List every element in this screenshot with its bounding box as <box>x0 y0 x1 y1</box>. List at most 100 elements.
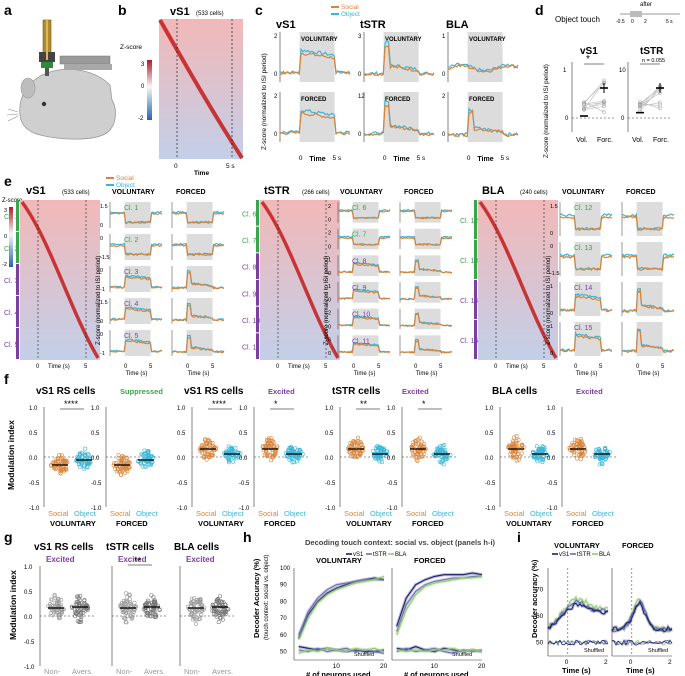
g-dot-nonavers <box>195 617 200 622</box>
f-xlabel-social: Social <box>110 509 131 518</box>
i-shuffled-line <box>547 639 609 646</box>
b-diagonal <box>158 19 244 160</box>
g-dot-nonavers <box>189 600 194 605</box>
f-dot-social <box>264 452 269 457</box>
g-dot-nonavers <box>199 613 204 618</box>
g-dot-avers <box>79 613 84 618</box>
f-dot-object <box>436 449 441 454</box>
e-cluster-label: Cl. 7 <box>352 232 367 239</box>
e-cluster-bar <box>474 200 477 239</box>
e-trace-xtick: 0 <box>636 364 640 370</box>
f-dot-object <box>136 458 141 463</box>
g-dot-nonavers <box>130 610 135 615</box>
h-shuffled: Shuffled <box>452 652 472 658</box>
f-xlabel-object: Object <box>592 509 615 518</box>
h-series-line <box>396 575 482 632</box>
f-cond-label: FORCED <box>572 519 604 528</box>
e-tick: 5 <box>324 364 328 370</box>
h-panel-title: FORCED <box>414 556 446 565</box>
d-ytick: 10 <box>619 68 626 74</box>
f-dot-social <box>415 458 420 463</box>
f-group-title: vS1 RS cells <box>36 386 96 397</box>
c-legend-object: Object <box>341 11 360 18</box>
f-dot-social <box>64 458 69 463</box>
c-trace-object <box>447 62 519 72</box>
c-xtick: 0 <box>383 155 387 162</box>
f-dot-object <box>83 446 88 451</box>
f-sig: * <box>274 399 278 409</box>
f-ytick: 0.5 <box>239 431 248 437</box>
g-dot-nonavers <box>132 600 137 605</box>
d-tstr-title: tSTR <box>640 46 664 57</box>
e-ytick: 6 <box>328 337 331 343</box>
f-dot-social <box>268 440 273 445</box>
c-ytick: 0 <box>442 132 446 138</box>
f-dot-social <box>265 452 270 457</box>
f-dot-object <box>541 447 546 452</box>
e-trace-object <box>621 253 675 271</box>
f-xlabel-social: Social <box>344 509 365 518</box>
h-series-band <box>395 574 483 636</box>
f-group-tag: Excited <box>576 387 603 396</box>
d-pair-line <box>583 82 605 110</box>
d-pair-line <box>639 101 661 109</box>
g-dot-nonavers <box>121 610 126 615</box>
f-dot-social <box>350 439 355 444</box>
f-group-title: tSTR cells <box>332 386 381 397</box>
e-ytick: 0 <box>328 298 331 304</box>
panel-g: Modulation index vS1 RS cells Excited 1.0 0… <box>8 542 236 676</box>
d-xlabel-vol: Vol. <box>632 137 644 144</box>
f-dot-object <box>142 464 147 469</box>
e-trace-social <box>621 329 675 354</box>
c-xlabel: Time <box>309 156 325 163</box>
f-dot-object <box>379 446 384 451</box>
f-dot-object <box>536 446 541 451</box>
d-title: Object touch <box>555 15 600 24</box>
h-series-line <box>298 575 385 641</box>
h-shuffled: Shuffled <box>354 652 374 658</box>
f-dot-social <box>64 467 69 472</box>
c-ytick: 12 <box>358 94 365 100</box>
e-trace-social <box>399 210 453 220</box>
f-ytick: 1.0 <box>177 406 186 412</box>
e-trace-social <box>171 272 224 290</box>
f-ytick: -0.5 <box>177 481 188 487</box>
f-dot-social <box>118 469 123 474</box>
e-cluster-bar <box>256 306 259 333</box>
e-trace-xtick: 5 <box>439 364 443 370</box>
d-xlabel-forc: Forc. <box>597 137 613 144</box>
d-pair-line <box>583 102 605 113</box>
f-ytick: -1.0 <box>239 506 250 512</box>
e-stim-window <box>186 202 213 228</box>
f-sig: **** <box>212 399 227 409</box>
e-legend-social: Social <box>116 175 134 182</box>
g-dot-avers <box>216 596 221 601</box>
e-ytick: 0 <box>550 351 553 357</box>
f-dot-social <box>57 452 62 457</box>
f-dot-object <box>287 457 292 462</box>
c-trace-social <box>279 52 351 76</box>
panel-f: Modulation index vS1 RS cells Suppressed 1… <box>6 386 618 528</box>
h-legend-bla: BLA <box>395 552 406 558</box>
g-dot-avers <box>218 594 223 599</box>
e-cluster-label-left: Cl. 11 <box>242 345 260 352</box>
f-ytick: 0.5 <box>485 431 494 437</box>
e-ytick: 0 <box>100 319 103 325</box>
f-ytick: 0.5 <box>387 431 396 437</box>
h-series-line <box>298 647 385 654</box>
e-ylabel: Z-score (normalized to ISI period) <box>324 256 330 345</box>
f-dot-object <box>377 459 382 464</box>
g-dot-avers <box>218 615 223 620</box>
e-ytick: 0 <box>100 223 103 229</box>
e-ytick: -1 <box>100 287 105 293</box>
g-dot-nonavers <box>52 593 57 598</box>
e-trace-social <box>172 212 225 224</box>
e-ylabel: Z-score (normalized to ISI period) <box>96 256 102 345</box>
f-cond-label: FORCED <box>412 519 444 528</box>
f-dot-social <box>517 454 522 459</box>
f-dot-social <box>121 455 126 460</box>
b-zlabel: Z-score <box>120 44 142 51</box>
i-shuffled-line <box>611 639 673 646</box>
c-legend-social: Social <box>341 4 359 11</box>
g-dot-avers <box>78 610 83 615</box>
